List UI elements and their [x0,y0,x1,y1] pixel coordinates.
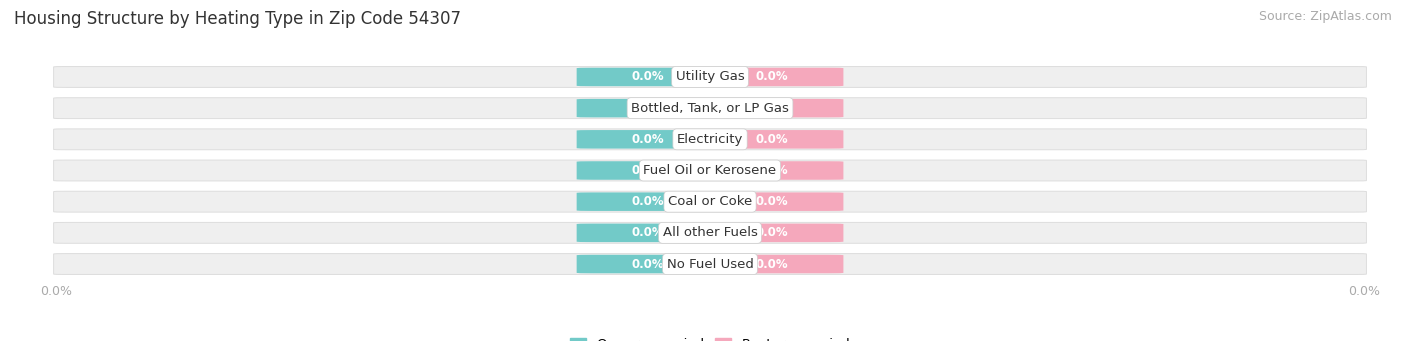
Text: 0.0%: 0.0% [756,102,789,115]
Text: All other Fuels: All other Fuels [662,226,758,239]
FancyBboxPatch shape [700,255,844,273]
FancyBboxPatch shape [700,161,844,180]
Text: 0.0%: 0.0% [756,226,789,239]
FancyBboxPatch shape [576,224,720,242]
Text: 0.0%: 0.0% [631,195,664,208]
Text: 0.0%: 0.0% [756,71,789,84]
FancyBboxPatch shape [700,130,844,149]
FancyBboxPatch shape [576,99,720,117]
FancyBboxPatch shape [53,191,1367,212]
FancyBboxPatch shape [576,255,720,273]
FancyBboxPatch shape [53,160,1367,181]
FancyBboxPatch shape [53,222,1367,243]
FancyBboxPatch shape [576,68,720,86]
Text: 0.0%: 0.0% [756,195,789,208]
Text: Coal or Coke: Coal or Coke [668,195,752,208]
Text: Source: ZipAtlas.com: Source: ZipAtlas.com [1258,10,1392,23]
Text: 0.0%: 0.0% [631,257,664,270]
Text: 0.0%: 0.0% [631,133,664,146]
Text: Electricity: Electricity [676,133,744,146]
Text: Housing Structure by Heating Type in Zip Code 54307: Housing Structure by Heating Type in Zip… [14,10,461,28]
Text: 0.0%: 0.0% [756,257,789,270]
FancyBboxPatch shape [576,130,720,149]
FancyBboxPatch shape [576,161,720,180]
FancyBboxPatch shape [576,192,720,211]
FancyBboxPatch shape [53,254,1367,275]
FancyBboxPatch shape [700,68,844,86]
FancyBboxPatch shape [53,129,1367,150]
Text: 0.0%: 0.0% [756,164,789,177]
FancyBboxPatch shape [53,98,1367,119]
Text: Bottled, Tank, or LP Gas: Bottled, Tank, or LP Gas [631,102,789,115]
FancyBboxPatch shape [700,192,844,211]
Text: 0.0%: 0.0% [631,164,664,177]
FancyBboxPatch shape [700,224,844,242]
FancyBboxPatch shape [700,99,844,117]
Text: Utility Gas: Utility Gas [676,71,744,84]
Legend: Owner-occupied, Renter-occupied: Owner-occupied, Renter-occupied [565,332,855,341]
Text: 0.0%: 0.0% [631,226,664,239]
Text: 0.0%: 0.0% [631,71,664,84]
Text: 0.0%: 0.0% [631,102,664,115]
Text: Fuel Oil or Kerosene: Fuel Oil or Kerosene [644,164,776,177]
Text: No Fuel Used: No Fuel Used [666,257,754,270]
FancyBboxPatch shape [53,66,1367,87]
Text: 0.0%: 0.0% [756,133,789,146]
